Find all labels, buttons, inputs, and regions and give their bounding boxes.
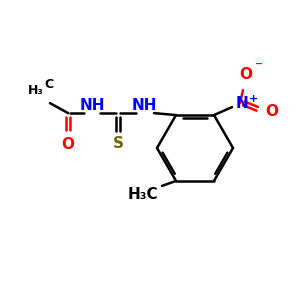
Text: NH: NH <box>131 98 157 112</box>
Text: N: N <box>236 96 248 111</box>
Text: NH: NH <box>79 98 105 112</box>
Text: +: + <box>249 94 259 104</box>
Text: O: O <box>266 103 278 118</box>
Text: O: O <box>61 136 74 152</box>
Text: H₃: H₃ <box>28 84 44 97</box>
Text: O: O <box>239 67 253 82</box>
Text: H₃C: H₃C <box>128 188 158 202</box>
Text: S: S <box>112 136 124 151</box>
Text: C: C <box>44 78 54 91</box>
Text: ⁻: ⁻ <box>255 60 263 75</box>
